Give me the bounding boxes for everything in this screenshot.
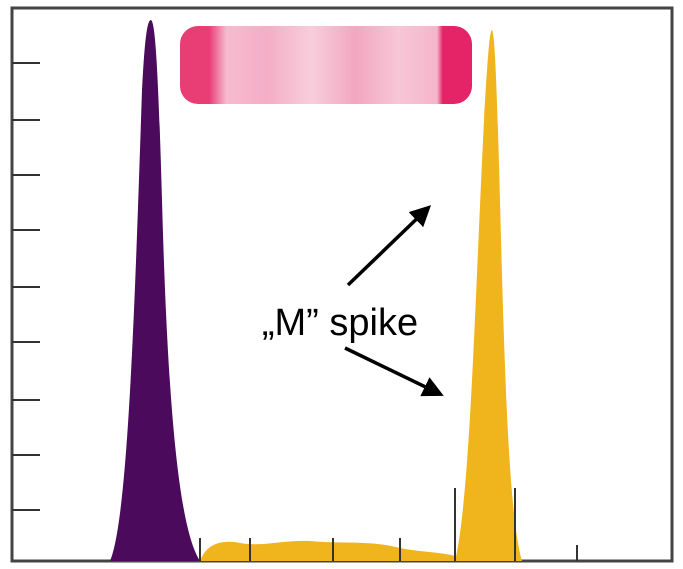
diagram: „M” spike bbox=[0, 0, 683, 569]
page: „M” spike (() => { const data = JSON.par… bbox=[0, 0, 683, 569]
annotation-label: „M” spike bbox=[262, 302, 418, 344]
electrophoresis-band bbox=[180, 26, 472, 104]
